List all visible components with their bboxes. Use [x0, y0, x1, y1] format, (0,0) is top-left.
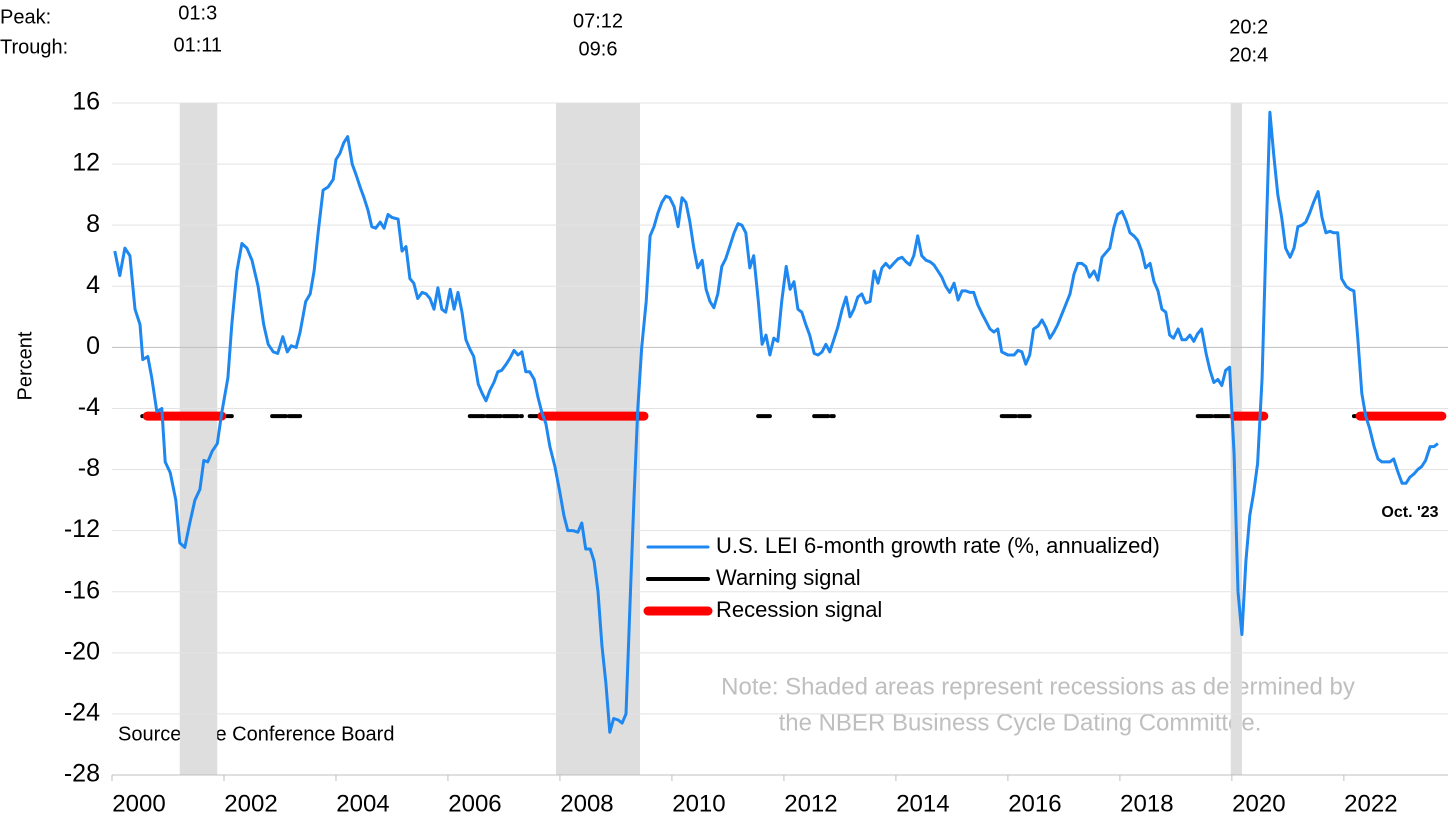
x-tick-label: 2008 — [560, 790, 613, 817]
y-tick-label: 0 — [86, 332, 100, 360]
legend-label: Recession signal — [716, 597, 882, 622]
y-tick-label: -24 — [64, 699, 100, 727]
y-axis-label: Percent — [14, 331, 36, 400]
recession-trough: 01:11 — [173, 34, 222, 56]
x-tick-label: 2020 — [1232, 790, 1285, 817]
note: Note: Shaded areas represent recessions … — [721, 673, 1355, 700]
y-tick-label: -4 — [78, 393, 100, 421]
lei-line — [113, 110, 1439, 734]
y-tick-label: -12 — [64, 515, 100, 543]
x-tick-label: 2010 — [672, 790, 725, 817]
recession-trough: 09:6 — [579, 38, 618, 60]
y-tick-label: 12 — [72, 149, 100, 177]
x-tick-label: 2016 — [1008, 790, 1061, 817]
y-tick-label: -16 — [64, 576, 100, 604]
recession-trough: 20:4 — [1229, 44, 1268, 66]
x-tick-label: 2022 — [1344, 790, 1397, 817]
x-tick-label: 2006 — [448, 790, 501, 817]
note: the NBER Business Cycle Dating Committee… — [779, 709, 1262, 736]
x-tick-label: 2012 — [784, 790, 837, 817]
y-tick-label: 8 — [86, 210, 100, 238]
peak-label: Peak: — [0, 6, 51, 28]
x-tick-label: 2002 — [224, 790, 277, 817]
trough-label: Trough: — [0, 36, 68, 58]
legend-label: U.S. LEI 6-month growth rate (%, annuali… — [716, 533, 1160, 558]
x-tick-label: 2018 — [1120, 790, 1173, 817]
x-tick-label: 2004 — [336, 790, 389, 817]
recession-peak: 07:12 — [573, 10, 623, 32]
y-tick-label: -20 — [64, 637, 100, 665]
y-tick-label: 4 — [86, 271, 100, 299]
source: Source: The Conference Board — [118, 723, 394, 745]
x-tick-label: 2000 — [112, 790, 165, 817]
recession-shade — [179, 103, 218, 775]
recession-peak: 01:3 — [178, 2, 217, 24]
recession-shade — [556, 103, 641, 775]
recession-peak: 20:2 — [1229, 16, 1268, 38]
legend-label: Warning signal — [716, 565, 861, 590]
y-tick-label: -8 — [78, 454, 100, 482]
recession-shade — [1230, 103, 1242, 775]
end-annotation: Oct. '23 — [1381, 504, 1438, 521]
y-tick-label: 16 — [72, 88, 100, 116]
x-tick-label: 2014 — [896, 790, 949, 817]
y-tick-label: -28 — [64, 760, 100, 788]
